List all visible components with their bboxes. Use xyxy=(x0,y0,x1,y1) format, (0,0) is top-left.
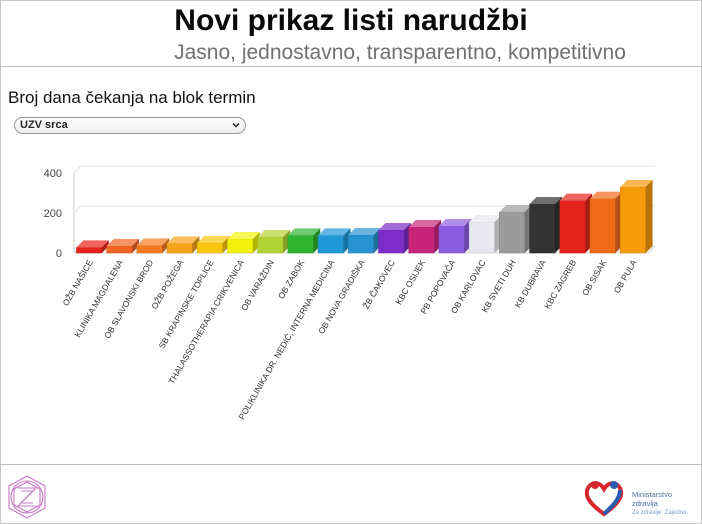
procedure-select-value: UZV srca xyxy=(20,119,68,131)
bar xyxy=(438,219,472,254)
x-tick-label: OB SISAK xyxy=(580,258,609,298)
bar xyxy=(317,228,351,254)
y-tick-label: 400 xyxy=(44,168,62,180)
x-tick-label: OB PULA xyxy=(612,258,639,295)
bar xyxy=(136,238,170,254)
bar xyxy=(529,197,562,254)
chevron-down-icon xyxy=(232,122,240,128)
x-tick-label: ŽB ČAKOVEC xyxy=(361,258,397,310)
y-tick-label: 0 xyxy=(56,248,62,260)
bar xyxy=(166,236,200,254)
bar xyxy=(227,232,260,254)
bar xyxy=(468,215,502,254)
bar xyxy=(106,239,140,254)
x-tick-label: OŽB NAŠICE xyxy=(60,258,95,308)
ministry-slogan: Za zdravlje. Zajedno. xyxy=(632,510,689,516)
x-tick-label: OB VARAŽDIN xyxy=(239,258,276,312)
page-title: Novi prikaz listi narudžbi xyxy=(174,4,528,37)
bar xyxy=(378,223,411,254)
bar xyxy=(197,236,230,254)
bar xyxy=(559,193,593,254)
page-subtitle: Jasno, jednostavno, transparentno, kompe… xyxy=(174,41,626,64)
y-tick-label: 200 xyxy=(44,208,62,220)
ministry-name-line1: Ministarstvo xyxy=(632,490,673,499)
x-tick-label: KBC ZAGREB xyxy=(542,258,578,311)
bar xyxy=(589,191,623,254)
bar xyxy=(348,228,381,254)
header-divider xyxy=(0,66,702,67)
bar xyxy=(287,228,321,254)
gridline-diagonal xyxy=(73,205,82,214)
gridline-diagonal xyxy=(73,165,82,174)
ministry-name: Ministarstvo zdravlja xyxy=(632,490,672,508)
z-emblem-icon xyxy=(8,475,46,519)
procedure-select[interactable]: UZV srca xyxy=(14,117,246,134)
bar xyxy=(499,205,532,254)
x-tick-label: OB ZABOK xyxy=(276,258,307,301)
heart-people-icon xyxy=(584,481,624,517)
bar xyxy=(619,180,653,254)
chart-heading: Broj dana čekanja na blok termin xyxy=(8,88,256,107)
x-tick-label: SB KRAPINSKE TOPLICE xyxy=(157,258,216,351)
bar xyxy=(257,230,291,254)
ministry-name-line2: zdravlja xyxy=(632,499,658,508)
bar xyxy=(76,240,109,254)
x-tick-label: KB DUBRAVA xyxy=(513,258,549,310)
bar xyxy=(408,220,442,254)
footer-divider xyxy=(0,464,702,465)
x-tick-label: KBC OSIJEK xyxy=(393,258,427,307)
